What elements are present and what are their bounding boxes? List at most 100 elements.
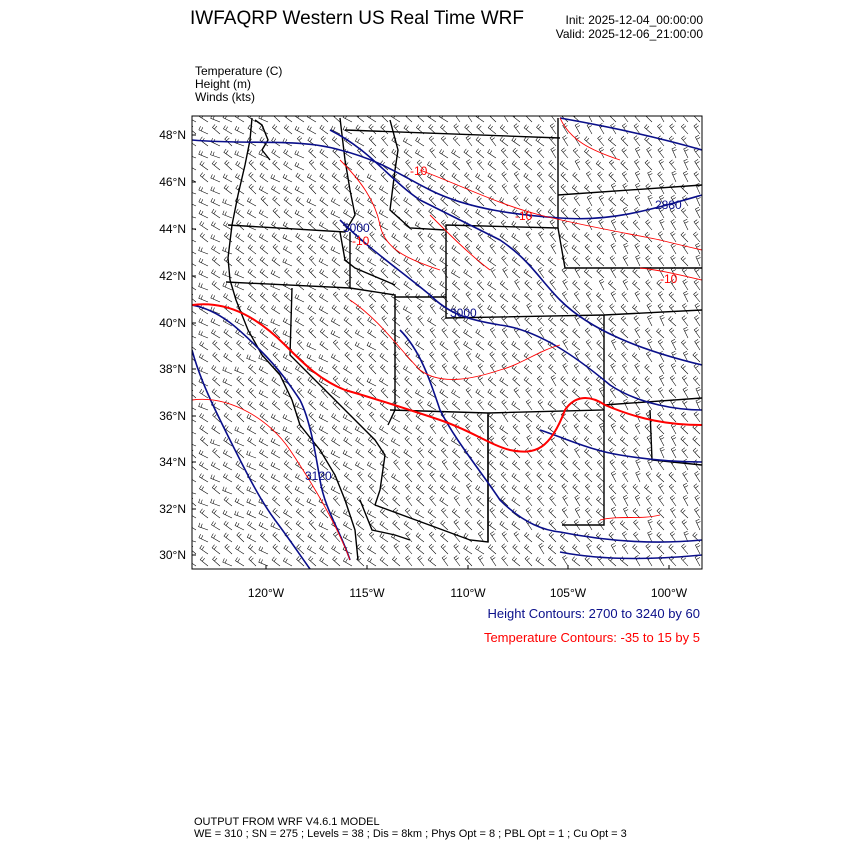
wind-barb [247,437,257,447]
wind-barb [452,364,461,375]
wind-barb [597,135,605,147]
wind-barb [620,303,629,315]
wind-barb [381,135,389,147]
wind-barb [439,256,449,267]
wind-barb [271,305,281,315]
wind-barb [270,341,281,351]
wind-barb [621,543,629,555]
wind-barb [236,532,245,543]
wind-barb [465,495,473,507]
wind-barb [294,162,305,171]
wind-barb [367,116,377,123]
wind-barb [668,135,677,147]
wind-barb [294,150,305,159]
wind-barb [586,207,593,219]
wind-barb [343,316,353,327]
wind-barb [583,424,593,435]
wind-barb [441,423,449,435]
wind-barb [235,244,245,255]
wind-barb [192,239,197,243]
wind-barb [512,147,521,159]
wind-barb [379,496,389,507]
wind-barb [586,387,593,399]
wind-barb [246,209,257,219]
wind-barb [381,315,389,327]
wind-barb [235,484,245,495]
wind-barb [609,447,617,459]
wind-barb [222,449,233,459]
wind-barb [560,459,569,471]
wind-barb [455,116,461,123]
wind-barb [511,352,521,363]
wind-barb [427,317,437,327]
wind-barb [294,293,305,303]
wind-barb [513,195,521,207]
wind-barb [681,447,689,459]
wind-barb [391,116,401,123]
wind-barb [669,159,677,171]
wind-barb [683,219,689,231]
wind-barb [524,292,533,303]
wind-barb [236,399,245,411]
height-label: 3000 [450,306,477,320]
wind-barb [380,364,389,375]
wind-barb [259,292,269,303]
wind-barb [368,184,377,195]
wind-barb [647,459,653,471]
wind-barb [355,124,365,135]
wind-barb [308,400,317,411]
wind-barb [536,183,545,195]
wind-barb [259,328,269,339]
wind-barb [514,279,521,291]
wind-barb [511,256,521,267]
wind-barb [393,303,401,315]
wind-barb [549,123,557,135]
wind-barb [284,520,293,531]
height-label: 3120 [305,469,332,483]
wind-barb [512,244,521,255]
wind-barb [535,556,545,567]
wind-barb [308,447,317,459]
wind-barb [631,352,641,363]
wind-barb [272,124,281,135]
wind-barb [222,116,233,123]
wind-barb [198,330,209,339]
wind-barb [451,437,461,447]
wind-barb [319,269,329,279]
plot-title: IWFAQRP Western US Real Time WRF [190,8,524,29]
wind-barb [234,521,245,531]
wind-barb [343,209,353,219]
wind-barb [644,136,653,147]
wind-barb [656,472,665,483]
wind-barb [500,471,509,483]
wind-barb [428,531,437,543]
wind-barb [441,507,449,519]
wind-barb [621,123,629,135]
wind-barb [475,116,485,123]
wind-barb [199,116,209,123]
wind-barb [463,341,473,351]
wind-barb [296,387,305,399]
wind-barb [572,411,581,423]
wind-barb [355,280,365,291]
wind-barb [561,483,569,495]
wind-barb [378,209,389,219]
wind-barb [342,509,353,519]
wind-barb [354,173,365,183]
wind-barb [682,495,689,507]
wind-barb [560,183,569,195]
wind-barb [560,448,569,459]
wind-barb [295,280,305,291]
wind-barb [538,543,545,555]
wind-barb [332,116,341,123]
wind-barb [451,508,461,519]
wind-barb [584,327,593,339]
wind-barb [656,519,665,531]
wind-barb [693,116,701,123]
wind-barb [222,366,233,375]
wind-barb [271,185,281,195]
wind-barb [234,270,245,279]
wind-barb [619,520,629,531]
wind-barb [548,196,557,207]
wind-barb [610,423,617,435]
